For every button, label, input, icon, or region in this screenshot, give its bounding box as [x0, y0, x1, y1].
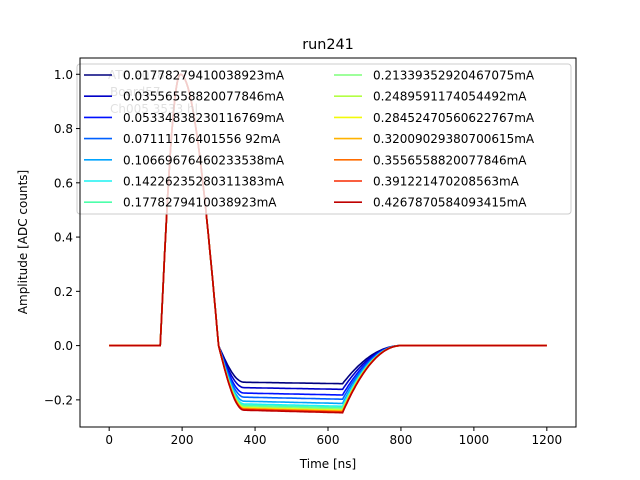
legend: 0.01778279410038923mA 0.03556558820077846…	[76, 63, 572, 215]
legend-label: 0.07111176401556 92mA	[123, 132, 281, 146]
legend-label: 0.10669676460233538mA	[123, 153, 285, 167]
legend-label: 0.21339352920467075mA	[373, 69, 535, 83]
x-tick-label: 1200	[532, 433, 563, 447]
y-axis-ticks: −0.2 0.0 0.2 0.4 0.6 0.8 1.0	[44, 68, 80, 407]
y-tick-label: 1.0	[54, 68, 73, 82]
legend-label: 0.32009029380700615mA	[373, 132, 535, 146]
legend-label: 0.3556558820077846mA	[373, 153, 527, 167]
y-tick-label: 0.0	[54, 339, 73, 353]
legend-label: 0.01778279410038923mA	[123, 69, 285, 83]
legend-label: 0.14226235280311383mA	[123, 175, 285, 189]
x-axis-label: Time [ns]	[299, 457, 356, 471]
legend-label: 0.28452470560622767mA	[373, 111, 535, 125]
legend-label: 0.1778279410038923mA	[123, 196, 277, 210]
y-tick-label: −0.2	[44, 393, 73, 407]
x-tick-label: 200	[171, 433, 194, 447]
y-tick-label: 0.8	[54, 122, 73, 136]
legend-label: 0.2489591174054492mA	[373, 90, 527, 104]
y-tick-label: 0.2	[54, 285, 73, 299]
x-tick-label: 400	[244, 433, 267, 447]
legend-label: 0.4267870584093415mA	[373, 196, 527, 210]
legend-label: 0.03556558820077846mA	[123, 90, 285, 104]
x-tick-label: 0	[105, 433, 113, 447]
y-tick-label: 0.4	[54, 231, 73, 245]
legend-label: 0.05334838230116769mA	[123, 111, 285, 125]
y-axis-label: Amplitude [ADC counts]	[16, 170, 30, 314]
legend-label: 0.391221470208563mA	[373, 175, 520, 189]
y-tick-label: 0.6	[54, 176, 73, 190]
x-tick-label: 1000	[459, 433, 490, 447]
x-axis-ticks: 0 200 400 600 800 1000 1200	[105, 427, 562, 447]
x-tick-label: 600	[317, 433, 340, 447]
x-tick-label: 800	[389, 433, 412, 447]
legend-box	[76, 63, 572, 215]
chart-title: run241	[302, 37, 354, 53]
